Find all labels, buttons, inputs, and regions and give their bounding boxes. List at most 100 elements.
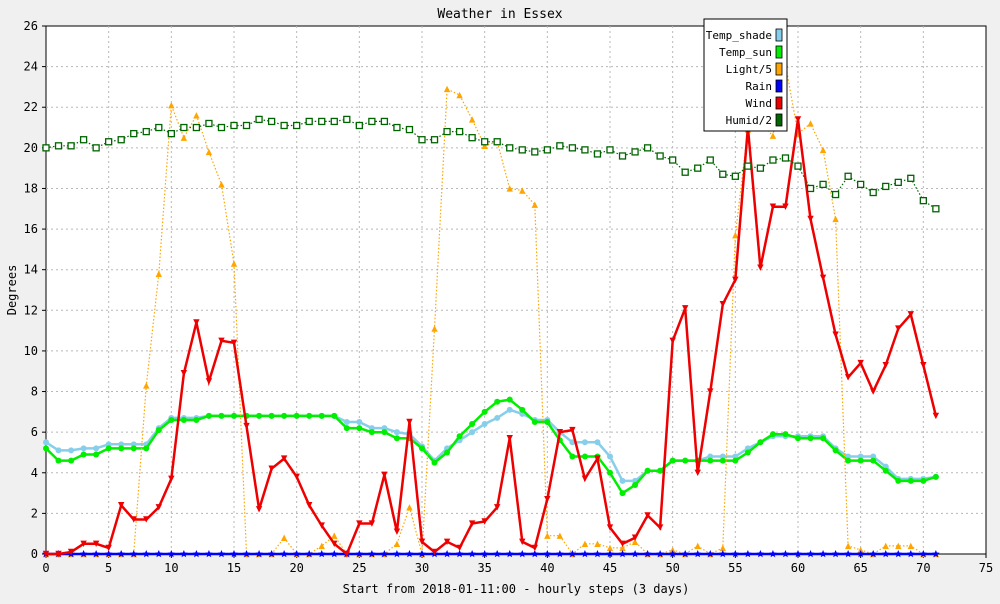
data-point-temp-sun (820, 435, 827, 442)
data-point-wind (306, 502, 313, 509)
data-point-humid-2 (706, 156, 714, 164)
data-point-wind (782, 203, 789, 210)
data-point-humid-2 (405, 125, 414, 134)
data-point-temp-shade (469, 429, 476, 436)
data-point-wind (594, 455, 601, 462)
data-point-temp-sun (43, 445, 49, 452)
data-point-light-5 (606, 544, 614, 552)
data-point-rain (242, 550, 251, 558)
series-rain (42, 550, 940, 558)
series-line-wind (46, 119, 938, 557)
data-point-light-5 (895, 542, 902, 550)
data-point-wind (519, 538, 526, 546)
data-point-humid-2 (293, 121, 301, 130)
data-point-rain (142, 550, 151, 558)
y-tick-label: 10 (24, 344, 38, 358)
data-point-light-5 (406, 504, 413, 511)
data-point-temp-sun (456, 433, 463, 440)
data-point-temp-sun (494, 398, 501, 405)
data-point-wind (130, 516, 137, 523)
data-point-humid-2 (506, 144, 514, 152)
data-point-temp-sun (80, 451, 87, 458)
data-point-rain (230, 550, 238, 558)
x-axis-label: Start from 2018-01-11:00 - hourly steps … (343, 582, 690, 596)
data-point-rain (556, 550, 564, 558)
data-point-wind (55, 550, 62, 558)
legend-swatch (775, 79, 783, 93)
data-point-humid-2 (67, 142, 75, 150)
data-point-wind (118, 502, 125, 509)
data-point-temp-sun (757, 439, 764, 446)
legend-label: Humid/2 (726, 114, 772, 127)
data-point-rain (706, 550, 715, 558)
data-point-rain (631, 550, 639, 558)
data-point-temp-sun (744, 449, 751, 456)
data-point-humid-2 (79, 136, 88, 144)
data-point-wind (318, 522, 325, 529)
legend-label: Temp_sun (719, 46, 772, 59)
series-layer (42, 61, 940, 558)
data-point-temp-sun (719, 457, 726, 464)
data-point-humid-2 (155, 123, 163, 132)
data-point-wind (331, 540, 338, 548)
data-point-humid-2 (819, 180, 827, 189)
data-point-humid-2 (54, 142, 63, 150)
chart-title: Weather in Essex (437, 7, 562, 22)
data-point-rain (167, 550, 176, 558)
data-point-rain (543, 550, 552, 558)
data-point-light-5 (882, 542, 889, 550)
data-point-temp-shade (506, 406, 513, 413)
data-point-wind (456, 544, 463, 552)
data-point-humid-2 (42, 144, 50, 152)
data-point-humid-2 (681, 168, 689, 176)
data-point-wind (205, 378, 213, 385)
data-point-rain (255, 550, 263, 558)
data-point-rain (180, 550, 188, 558)
x-tick-label: 30 (415, 561, 429, 575)
data-point-temp-shade (581, 439, 588, 446)
data-point-rain (418, 550, 426, 558)
data-point-rain (919, 550, 928, 558)
data-point-wind (870, 388, 877, 395)
data-point-humid-2 (192, 123, 201, 132)
legend-swatch (775, 45, 783, 59)
data-point-humid-2 (581, 146, 589, 154)
data-point-humid-2 (518, 146, 526, 154)
data-point-wind (694, 469, 701, 476)
data-point-light-5 (193, 112, 200, 119)
data-point-rain (393, 550, 401, 558)
data-point-temp-sun (581, 453, 588, 460)
data-point-rain (693, 550, 702, 558)
x-tick-label: 60 (791, 561, 805, 575)
data-point-wind (468, 520, 476, 527)
data-point-light-5 (143, 382, 150, 389)
data-point-temp-sun (682, 457, 689, 464)
data-point-wind (443, 538, 451, 546)
data-point-wind (844, 374, 852, 381)
data-point-temp-sun (506, 396, 513, 403)
data-point-light-5 (431, 325, 438, 332)
data-point-light-5 (456, 91, 463, 99)
data-point-temp-shade (607, 453, 613, 460)
data-point-temp-sun (130, 445, 137, 452)
data-point-rain (267, 550, 276, 558)
data-point-light-5 (443, 85, 451, 93)
data-point-humid-2 (92, 144, 100, 152)
data-point-temp-shade (494, 414, 501, 421)
data-point-light-5 (669, 546, 676, 554)
data-point-humid-2 (756, 164, 765, 172)
y-tick-label: 20 (24, 141, 38, 155)
data-point-wind (42, 550, 50, 558)
data-point-humid-2 (568, 144, 577, 152)
data-point-temp-sun (105, 445, 112, 452)
data-point-humid-2 (468, 134, 476, 142)
data-point-wind (92, 540, 100, 548)
data-point-wind (230, 339, 238, 346)
data-point-light-5 (168, 102, 175, 109)
data-point-rain (831, 550, 840, 558)
data-point-rain (618, 550, 627, 558)
legend-label: Rain (746, 80, 773, 93)
data-point-wind (819, 274, 827, 282)
data-point-temp-sun (318, 412, 325, 419)
